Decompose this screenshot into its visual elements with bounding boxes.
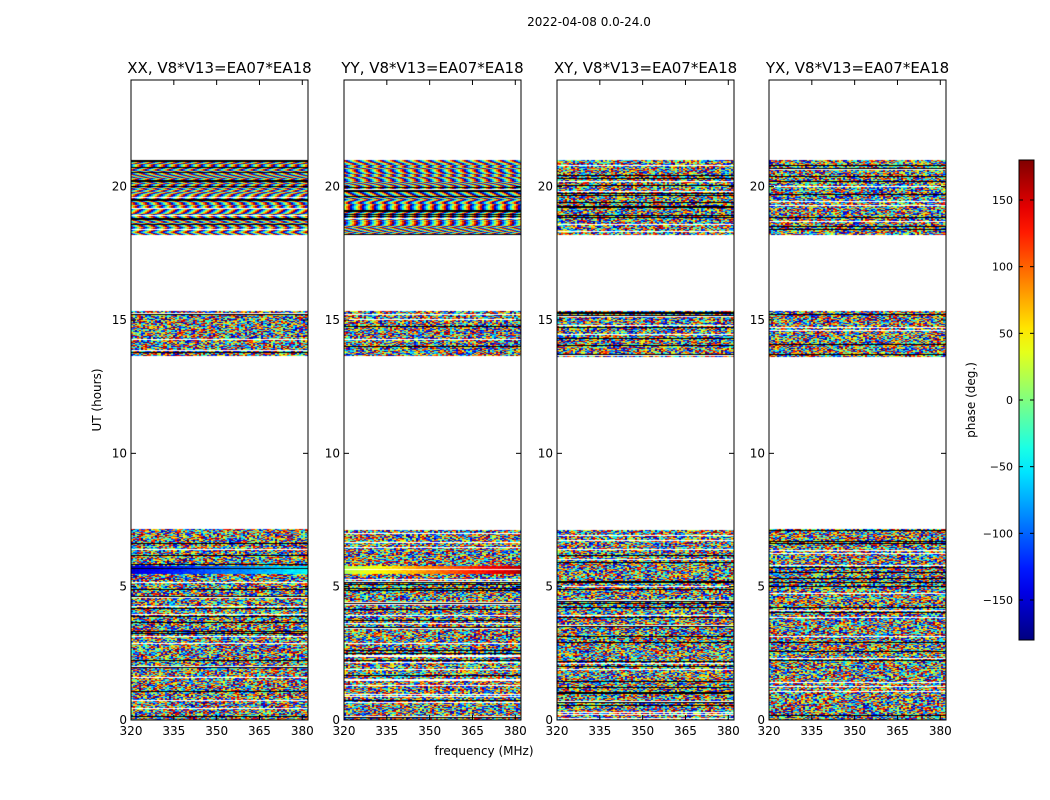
- y-tick-label: 20: [325, 180, 340, 194]
- colorbar: −150 −100 −50 0 50 100 150: [983, 159, 1035, 641]
- y-tick-label: 0: [332, 713, 340, 727]
- panel-xy: XY, V8*V13=EA07*EA18 320 335 350 365 380 0 5 10 1…: [538, 59, 740, 738]
- colorbar-tick-label: 150: [992, 194, 1013, 207]
- colorbar-tick-label: −150: [983, 594, 1013, 607]
- x-tick-label: 365: [248, 724, 271, 738]
- y-tick-label: 10: [325, 446, 340, 460]
- figure-suptitle: 2022-04-08 0.0-24.0: [527, 15, 651, 29]
- phase-heatmap-image: [131, 80, 308, 720]
- y-tick-label: 10: [112, 446, 127, 460]
- y-tick-label: 5: [757, 580, 765, 594]
- colorbar-label: phase (deg.): [964, 362, 978, 438]
- x-tick-label: 320: [546, 724, 569, 738]
- y-tick-label: 15: [325, 313, 340, 327]
- y-tick-label: 15: [538, 313, 553, 327]
- panel-title: YX, V8*V13=EA07*EA18: [765, 59, 949, 77]
- x-tick-label: 320: [333, 724, 356, 738]
- x-tick-label: 350: [843, 724, 866, 738]
- axes-frame: [768, 79, 947, 721]
- y-tick-label: 15: [112, 313, 127, 327]
- y-tick-label: 15: [750, 313, 765, 327]
- phase-heatmap-image: [344, 80, 521, 720]
- x-tick-label: 365: [886, 724, 909, 738]
- y-tick-label: 5: [545, 580, 553, 594]
- x-tick-label: 350: [631, 724, 654, 738]
- y-tick-label: 0: [545, 713, 553, 727]
- x-tick-label: 320: [120, 724, 143, 738]
- y-tick-label: 10: [750, 446, 765, 460]
- x-tick-label: 335: [588, 724, 611, 738]
- axes-frame: [130, 79, 309, 721]
- axes-frame: [343, 79, 522, 721]
- x-tick-label: 365: [461, 724, 484, 738]
- colorbar-tick-label: 0: [1006, 394, 1013, 407]
- axes-frame: [556, 79, 735, 721]
- x-tick-label: 380: [717, 724, 740, 738]
- panel-title: XY, V8*V13=EA07*EA18: [554, 59, 737, 77]
- x-tick-label: 320: [758, 724, 781, 738]
- y-axis-label: UT (hours): [90, 368, 104, 431]
- y-tick-label: 0: [119, 713, 127, 727]
- colorbar-tick-label: 100: [992, 261, 1013, 274]
- x-tick-label: 335: [375, 724, 398, 738]
- y-tick-label: 20: [112, 180, 127, 194]
- x-tick-label: 335: [162, 724, 185, 738]
- x-tick-label: 350: [205, 724, 228, 738]
- x-tick-label: 380: [929, 724, 952, 738]
- x-axis-label: frequency (MHz): [434, 744, 533, 758]
- y-tick-label: 20: [750, 180, 765, 194]
- phase-heatmap-image: [769, 80, 946, 720]
- colorbar-tick-label: 50: [999, 327, 1013, 340]
- y-tick-label: 5: [119, 580, 127, 594]
- panel-title: XX, V8*V13=EA07*EA18: [127, 59, 311, 77]
- x-tick-label: 365: [674, 724, 697, 738]
- x-tick-label: 350: [418, 724, 441, 738]
- y-tick-label: 0: [757, 713, 765, 727]
- panel-xx: XX, V8*V13=EA07*EA18 320 335 350 365 380 0 5 10 1…: [112, 59, 314, 738]
- panels-group: XX, V8*V13=EA07*EA18 320 335 350 365 380 0 5 10 1…: [112, 59, 952, 738]
- colorbar-tick-label: −100: [983, 527, 1013, 540]
- x-tick-label: 335: [800, 724, 823, 738]
- panel-title: YY, V8*V13=EA07*EA18: [340, 59, 523, 77]
- y-tick-label: 20: [538, 180, 553, 194]
- y-tick-label: 10: [538, 446, 553, 460]
- x-tick-label: 380: [291, 724, 314, 738]
- x-tick-label: 380: [504, 724, 527, 738]
- panel-yy: YY, V8*V13=EA07*EA18 320 335 350 365 380 0 5 10 1…: [325, 59, 527, 738]
- y-tick-label: 5: [332, 580, 340, 594]
- panel-yx: YX, V8*V13=EA07*EA18 320 335 350 365 380 0 5 10 1…: [750, 59, 952, 738]
- colorbar-tick-label: −50: [990, 461, 1013, 474]
- phase-heatmap-image: [557, 80, 734, 720]
